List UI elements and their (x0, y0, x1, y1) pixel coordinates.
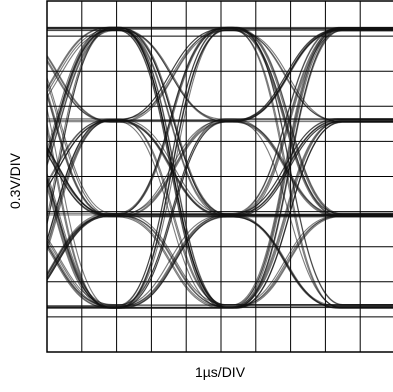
eye-trace (47, 28, 393, 216)
eye-trace (47, 121, 393, 309)
eye-trace (47, 29, 393, 123)
eye-trace (47, 28, 393, 307)
eye-trace (47, 27, 393, 306)
x-axis-label: 1µs/DIV (194, 364, 246, 380)
eye-trace (47, 29, 393, 309)
eye-trace (47, 126, 393, 308)
eye-trace (47, 29, 393, 309)
eye-trace (47, 120, 393, 308)
eye-trace (47, 118, 393, 275)
eye-trace (47, 28, 393, 307)
eye-trace (47, 54, 393, 123)
eye-trace (47, 27, 393, 306)
eye-trace (47, 28, 393, 157)
eye-trace (47, 29, 393, 308)
plot-border (46, 0, 393, 353)
eye-trace (47, 29, 393, 309)
eye-trace (47, 27, 393, 306)
eye-trace (47, 28, 393, 216)
eye-trace (47, 118, 393, 306)
y-axis-label: 0.3V/DIV (7, 152, 23, 210)
eye-trace (47, 28, 393, 216)
eye-trace (47, 29, 393, 309)
eye-trace (47, 28, 393, 253)
eye-trace (47, 26, 393, 306)
eye-trace (47, 215, 393, 309)
eye-traces (47, 26, 393, 309)
eye-trace (47, 27, 393, 215)
